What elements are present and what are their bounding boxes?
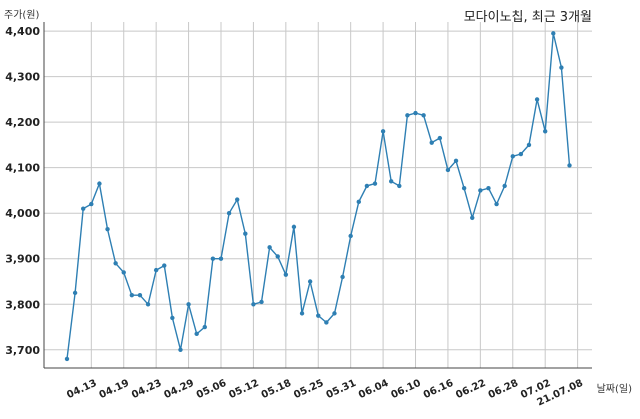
price-point xyxy=(259,299,264,305)
y-tick-label: 3,900 xyxy=(5,253,40,266)
y-tick-label: 3,800 xyxy=(5,298,40,311)
price-point xyxy=(364,183,370,189)
x-tick-label: 04.29 xyxy=(163,378,196,401)
price-point xyxy=(324,320,329,325)
price-point xyxy=(470,215,475,220)
x-tick-label: 04.19 xyxy=(98,378,131,401)
price-point xyxy=(510,154,515,159)
price-point xyxy=(551,31,556,36)
price-point xyxy=(453,158,459,164)
x-tick-label: 05.25 xyxy=(292,378,325,401)
price-point xyxy=(348,233,353,239)
price-point xyxy=(186,302,191,307)
price-point xyxy=(413,110,418,116)
price-point xyxy=(567,163,572,168)
price-point xyxy=(251,302,256,307)
x-tick-label: 04.13 xyxy=(65,378,98,401)
price-point xyxy=(478,188,483,193)
price-point xyxy=(194,331,199,337)
x-tick-label: 06.10 xyxy=(389,378,422,401)
x-axis-label: 날짜(일) xyxy=(596,384,632,395)
y-tick-label: 4,200 xyxy=(5,116,40,129)
price-point xyxy=(372,181,378,186)
price-point xyxy=(542,129,548,134)
price-point xyxy=(170,315,175,321)
price-point xyxy=(445,167,451,173)
price-point xyxy=(291,224,297,230)
y-tick-label: 4,000 xyxy=(5,207,40,220)
x-tick-label: 05.31 xyxy=(325,378,358,401)
price-point xyxy=(461,185,467,191)
price-point xyxy=(121,270,126,275)
price-point xyxy=(502,183,507,189)
price-point xyxy=(534,97,540,102)
price-point xyxy=(89,201,94,207)
price-point xyxy=(137,292,143,298)
chart-title: 모다이노칩, 최근 3개월 xyxy=(463,10,592,25)
price-point xyxy=(437,135,443,141)
price-point xyxy=(81,206,86,211)
price-point xyxy=(389,179,394,184)
price-point xyxy=(299,311,305,316)
price-point xyxy=(518,151,524,157)
price-point xyxy=(429,140,434,145)
price-point xyxy=(129,292,135,298)
price-point xyxy=(275,254,280,259)
price-point xyxy=(332,311,337,316)
price-point xyxy=(526,142,532,148)
x-tick-labels: 04.13 04.19 04.23 04.29 05.06 05.12 05.18 05.25… xyxy=(65,378,585,409)
x-tick-label: 06.04 xyxy=(357,378,390,401)
price-point xyxy=(105,226,110,232)
price-point xyxy=(559,65,564,70)
price-point xyxy=(178,347,183,352)
price-point xyxy=(405,113,410,118)
price-point xyxy=(316,313,321,318)
x-tick-label: 04.23 xyxy=(130,378,163,401)
price-point xyxy=(307,279,313,284)
price-point xyxy=(218,256,224,261)
price-point xyxy=(356,199,361,205)
price-point xyxy=(486,185,491,191)
y-axis-label: 주가(원) xyxy=(4,10,40,21)
price-point xyxy=(226,211,232,216)
price-point xyxy=(283,272,289,277)
y-tick-label: 4,400 xyxy=(5,25,40,38)
x-tick-label: 06.16 xyxy=(422,378,455,401)
price-point xyxy=(162,263,167,268)
grid xyxy=(44,22,592,368)
x-tick-label: 06.28 xyxy=(487,378,520,401)
price-point xyxy=(235,197,240,202)
price-point xyxy=(145,302,151,307)
price-point xyxy=(380,129,386,134)
y-tick-label: 3,700 xyxy=(5,344,40,357)
y-tick-labels: 3,700 3,800 3,900 4,000 4,100 4,200 4,300 4,400 xyxy=(5,25,40,357)
y-tick-label: 4,300 xyxy=(5,71,40,84)
axes xyxy=(43,22,592,369)
price-point xyxy=(340,274,345,280)
price-point xyxy=(202,324,207,330)
y-tick-label: 4,100 xyxy=(5,162,40,175)
price-point xyxy=(113,261,118,266)
price-point xyxy=(267,245,272,250)
price-point xyxy=(64,356,70,362)
price-point xyxy=(210,256,216,261)
price-series xyxy=(64,31,572,362)
x-tick-label: 05.12 xyxy=(227,378,260,401)
price-point xyxy=(97,181,102,186)
price-point xyxy=(153,267,159,273)
price-point xyxy=(421,113,426,118)
price-point xyxy=(397,183,402,189)
price-point xyxy=(72,290,78,296)
x-tick-label: 05.06 xyxy=(195,378,228,401)
x-tick-label: 05.18 xyxy=(260,378,293,401)
x-tick-label: 06.22 xyxy=(454,378,487,401)
price-point xyxy=(243,231,248,236)
price-point xyxy=(494,201,499,207)
